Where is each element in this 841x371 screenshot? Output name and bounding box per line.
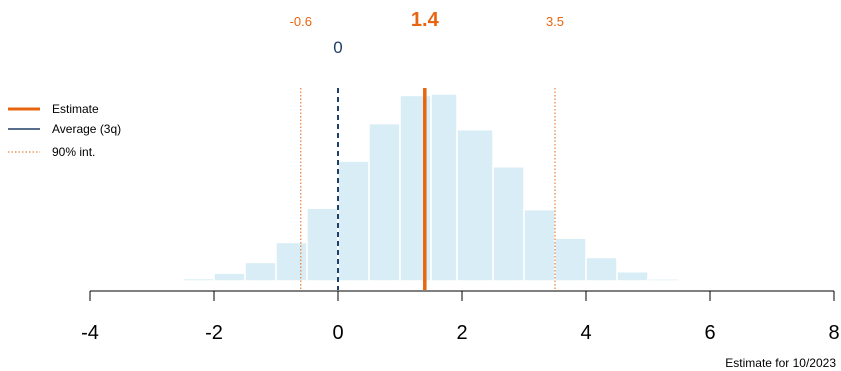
histogram-bar <box>616 270 649 282</box>
legend-estimate-label: Estimate <box>52 102 99 116</box>
x-axis-ticks: -4 -2 0 2 4 6 8 <box>81 291 840 344</box>
x-tick-label: -2 <box>205 322 223 344</box>
histogram-bar <box>213 272 246 282</box>
legend-interval-label: 90% int. <box>52 145 95 159</box>
histogram-bar <box>244 261 277 282</box>
x-tick-label: 8 <box>828 322 839 344</box>
histogram-bar <box>492 166 525 282</box>
interval-upper-label: 3.5 <box>546 14 564 29</box>
x-axis-label: Estimate for 10/2023 <box>725 356 836 370</box>
x-tick-label: 4 <box>580 322 591 344</box>
x-tick-label: 0 <box>332 322 343 344</box>
histogram-bar <box>337 160 370 282</box>
x-tick-label: 2 <box>456 322 467 344</box>
histogram-bar <box>182 277 215 282</box>
estimate-label: 1.4 <box>411 9 440 31</box>
histogram-bar <box>647 278 680 282</box>
interval-lower-label: -0.6 <box>290 14 312 29</box>
legend-average-label: Average (3q) <box>52 122 121 136</box>
histogram-bar <box>430 93 458 282</box>
histogram-bar <box>306 207 339 282</box>
histogram-bars <box>151 93 680 282</box>
histogram-bar <box>151 279 184 282</box>
x-tick-label: -4 <box>81 322 99 344</box>
histogram-bar <box>456 128 494 282</box>
average-label: 0 <box>333 38 342 57</box>
legend: Estimate Average (3q) 90% int. <box>8 102 121 159</box>
histogram-bar <box>275 241 308 282</box>
x-tick-label: 6 <box>704 322 715 344</box>
histogram-bar <box>523 208 556 282</box>
histogram-bar <box>585 256 618 282</box>
histogram-bar <box>554 237 587 282</box>
histogram-bar <box>368 122 401 282</box>
